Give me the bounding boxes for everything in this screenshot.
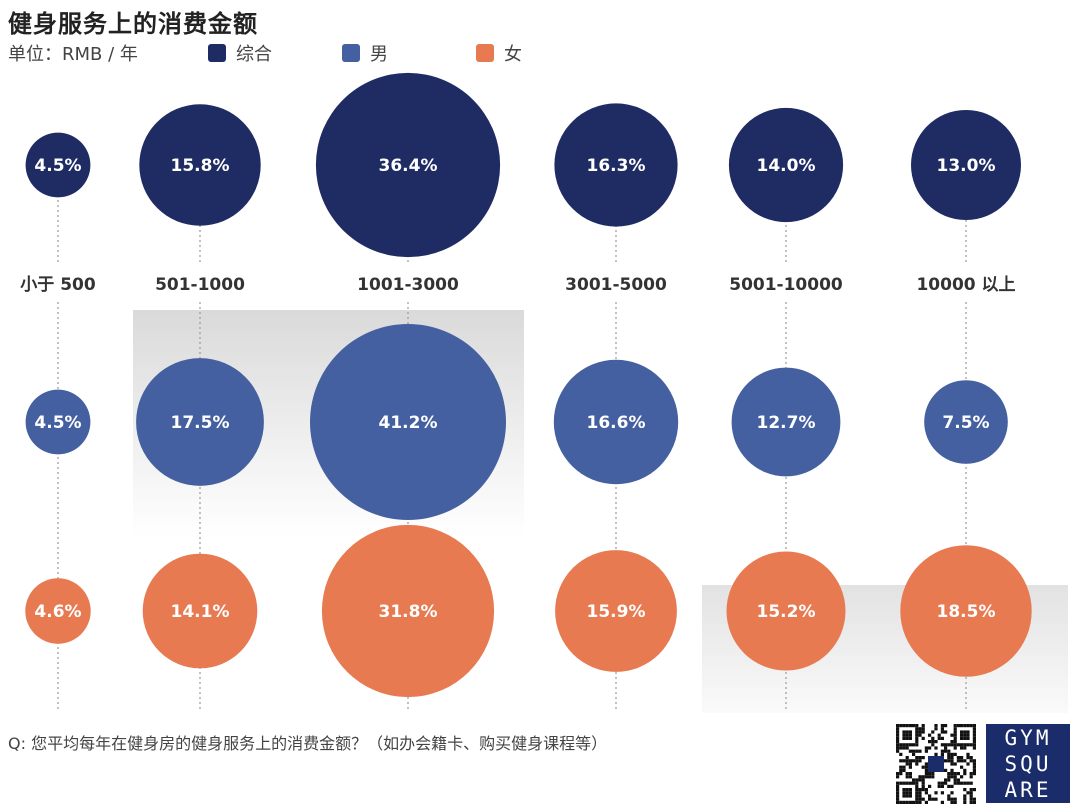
category-label-501-1000: 501-1000 <box>155 275 245 295</box>
bubble-male-3001-5000 <box>553 359 679 485</box>
data-label-overall-5001-10000: 14.0% <box>757 156 816 176</box>
bubble-male-gt10000 <box>924 380 1008 464</box>
bubble-overall-5001-10000 <box>728 107 844 223</box>
legend-swatch-male <box>342 44 360 62</box>
bubble-male-5001-10000 <box>731 367 841 477</box>
legend-label-male: 男 <box>370 44 388 65</box>
legend-label-female: 女 <box>504 44 522 65</box>
data-label-female-501-1000: 14.1% <box>171 602 230 622</box>
data-label-female-5001-10000: 15.2% <box>757 602 816 622</box>
legend-swatch-female <box>476 44 494 62</box>
logo-line-2: SQU <box>1004 752 1052 776</box>
legend-swatch-overall <box>208 44 226 62</box>
bubble-female-501-1000 <box>142 553 258 669</box>
bubble-overall-lt500 <box>25 132 91 198</box>
bubble-overall-3001-5000 <box>554 103 678 227</box>
category-label-3001-5000: 3001-5000 <box>565 275 667 295</box>
bubble-male-1001-3000 <box>310 324 506 520</box>
unit-label: 单位：RMB / 年 <box>8 44 138 65</box>
bubble-overall-501-1000 <box>139 104 261 226</box>
data-label-male-5001-10000: 12.7% <box>757 413 816 433</box>
qr-code-icon <box>896 724 976 804</box>
logo-line-1: GYM <box>1004 726 1052 750</box>
bubble-female-5001-10000 <box>726 551 846 671</box>
legend-item-overall: 综合 <box>208 40 272 66</box>
bubble-male-501-1000 <box>136 358 264 486</box>
data-label-female-3001-5000: 15.9% <box>587 602 646 622</box>
survey-question: Q: 您平均每年在健身房的健身服务上的消费金额？（如办会籍卡、购买健身课程等） <box>8 734 608 753</box>
data-label-overall-501-1000: 15.8% <box>171 156 230 176</box>
category-label-5001-10000: 5001-10000 <box>729 275 843 295</box>
legend-item-female: 女 <box>476 40 522 66</box>
chart-title: 健身服务上的消费金额 <box>8 10 258 38</box>
category-label-gt10000: 10000 以上 <box>916 275 1015 295</box>
legend-item-male: 男 <box>342 40 388 66</box>
data-label-male-501-1000: 17.5% <box>171 413 230 433</box>
bubble-overall-gt10000 <box>911 110 1021 220</box>
data-label-female-1001-3000: 31.8% <box>379 602 438 622</box>
bubble-chart: 4.5% 15.8% 36.4% 16.3% 14.0% 13.0% 4.5% 17.5% 41… <box>20 72 1068 713</box>
category-label-1001-3000: 1001-3000 <box>357 275 459 295</box>
data-label-male-lt500: 4.5% <box>34 413 81 433</box>
data-label-overall-1001-3000: 36.4% <box>379 156 438 176</box>
data-label-male-gt10000: 7.5% <box>942 413 989 433</box>
logo-line-3: ARE <box>1004 778 1052 802</box>
bubble-female-3001-5000 <box>555 550 677 672</box>
bubble-overall-1001-3000 <box>315 72 501 258</box>
legend-label-overall: 综合 <box>236 44 272 65</box>
bubble-female-1001-3000 <box>321 524 495 698</box>
data-label-overall-gt10000: 13.0% <box>937 156 996 176</box>
data-label-male-3001-5000: 16.6% <box>587 413 646 433</box>
data-label-male-1001-3000: 41.2% <box>379 413 438 433</box>
gymsquare-logo: GYM SQU ARE <box>986 724 1070 803</box>
data-label-female-gt10000: 18.5% <box>937 602 996 622</box>
data-label-female-lt500: 4.6% <box>34 602 81 622</box>
bubble-female-gt10000 <box>900 545 1032 677</box>
data-label-overall-3001-5000: 16.3% <box>587 156 646 176</box>
bubble-male-lt500 <box>25 389 91 455</box>
category-label-lt500: 小于 500 <box>20 275 96 295</box>
data-label-overall-lt500: 4.5% <box>34 156 81 176</box>
bubble-female-lt500 <box>25 578 91 644</box>
